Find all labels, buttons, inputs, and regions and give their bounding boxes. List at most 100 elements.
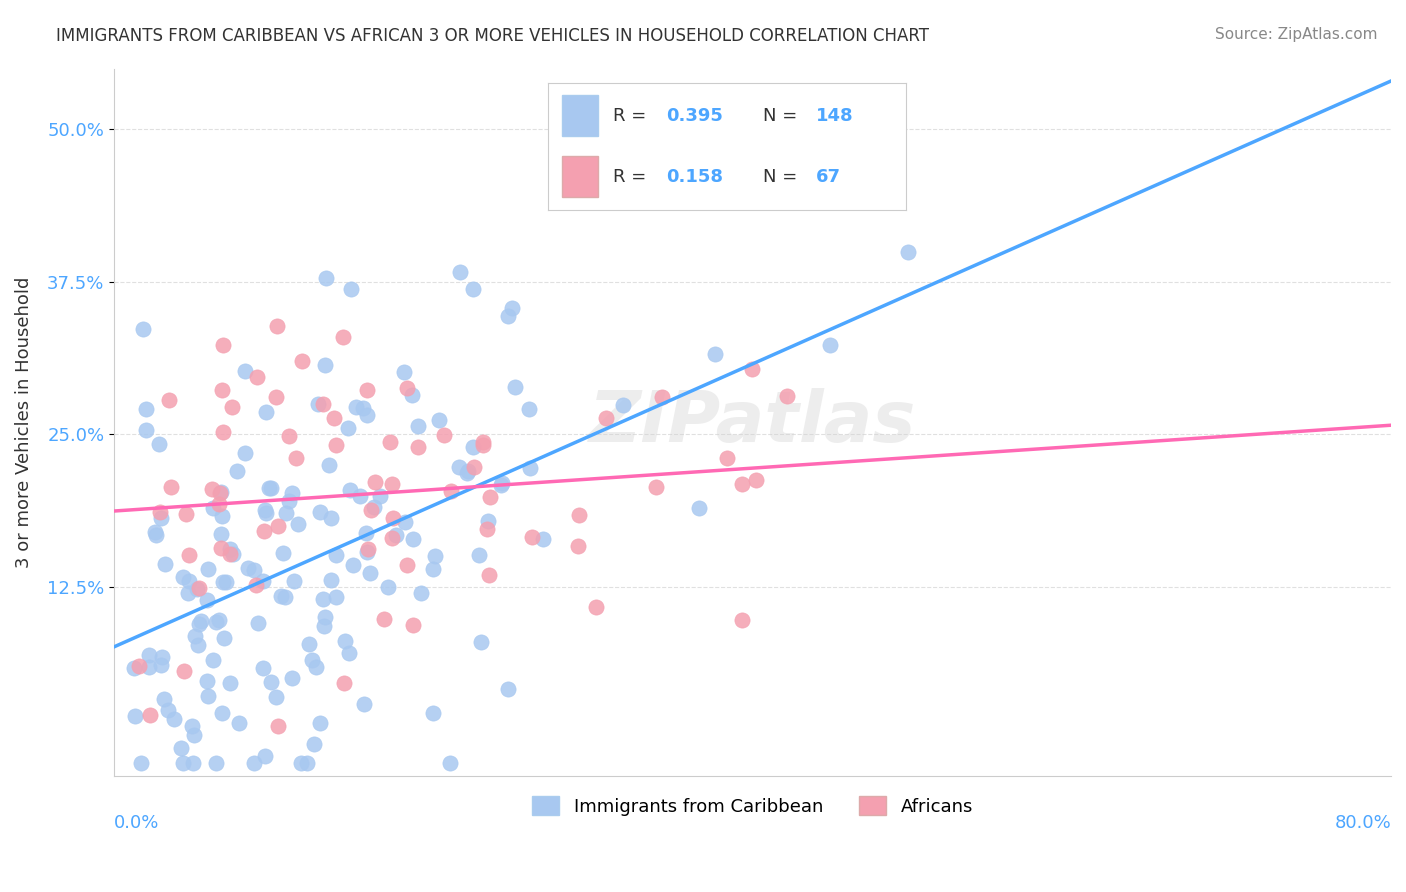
Point — [233, 446, 256, 460]
Point — [463, 459, 485, 474]
Point — [274, 591, 297, 605]
Point — [645, 480, 668, 494]
Text: Source: ZipAtlas.com: Source: ZipAtlas.com — [1215, 27, 1378, 42]
Point — [337, 421, 360, 435]
Point — [307, 397, 329, 411]
Point — [209, 541, 232, 556]
Point — [380, 435, 402, 450]
Point — [218, 676, 240, 690]
Point — [478, 490, 501, 504]
Point — [254, 405, 277, 419]
Point — [254, 503, 277, 517]
Point — [359, 566, 381, 581]
Point — [195, 593, 218, 607]
Point — [270, 589, 292, 603]
Point — [195, 674, 218, 689]
Point — [651, 390, 673, 404]
Point — [138, 659, 160, 673]
Point — [129, 756, 152, 771]
Point — [406, 419, 429, 434]
Point — [325, 548, 347, 562]
Point — [208, 496, 231, 510]
Point — [201, 482, 224, 496]
Point — [422, 706, 444, 721]
Point — [278, 429, 301, 443]
Point — [312, 619, 335, 633]
Point — [148, 437, 170, 451]
Point — [202, 500, 225, 515]
Point — [228, 715, 250, 730]
Point — [172, 570, 194, 584]
Point — [319, 511, 342, 525]
Point — [225, 464, 247, 478]
Point — [333, 676, 356, 690]
Point — [408, 440, 430, 454]
Point — [173, 664, 195, 678]
Point — [150, 649, 173, 664]
Point — [394, 366, 416, 380]
Point — [298, 637, 321, 651]
Point — [314, 610, 336, 624]
Point — [221, 401, 243, 415]
Point — [471, 438, 494, 452]
Point — [433, 428, 456, 442]
Point — [246, 369, 269, 384]
Point — [519, 461, 541, 475]
Point — [201, 653, 224, 667]
Point — [150, 511, 173, 525]
Point — [364, 475, 387, 489]
Point — [246, 616, 269, 631]
Point — [741, 362, 763, 376]
Point — [243, 756, 266, 771]
Point — [187, 638, 209, 652]
Point — [253, 524, 276, 539]
Point — [325, 591, 347, 605]
Point — [205, 756, 228, 771]
Point — [357, 541, 380, 556]
Point — [688, 500, 710, 515]
Point — [776, 389, 799, 403]
Point — [335, 634, 357, 648]
Point — [177, 574, 200, 588]
Point — [219, 542, 242, 557]
Point — [471, 434, 494, 449]
Point — [457, 464, 479, 478]
Point — [396, 381, 419, 395]
Point — [219, 547, 242, 561]
Point — [254, 506, 277, 520]
Point — [394, 515, 416, 529]
Point — [401, 618, 423, 632]
Point — [208, 614, 231, 628]
Point — [585, 599, 607, 614]
Point — [332, 330, 354, 344]
Point — [595, 410, 617, 425]
Point — [505, 380, 527, 394]
Point — [498, 682, 520, 697]
Point — [456, 466, 478, 480]
Point — [352, 401, 374, 416]
Point — [382, 511, 405, 525]
Point — [440, 484, 463, 499]
Legend: Immigrants from Caribbean, Africans: Immigrants from Caribbean, Africans — [517, 782, 987, 830]
Point — [188, 581, 211, 595]
Text: ZIPatlas: ZIPatlas — [589, 387, 917, 457]
Point — [290, 756, 312, 771]
Point — [517, 401, 540, 416]
Point — [309, 505, 332, 519]
Point — [295, 756, 318, 771]
Point — [339, 483, 361, 497]
Point — [381, 531, 404, 545]
Point — [281, 486, 304, 500]
Point — [318, 458, 340, 472]
Point — [160, 480, 183, 494]
Point — [363, 500, 385, 514]
Point — [396, 558, 419, 573]
Point — [276, 506, 298, 520]
Point — [381, 477, 404, 491]
Point — [135, 402, 157, 417]
Point — [187, 616, 209, 631]
Point — [489, 477, 512, 491]
Point — [314, 358, 336, 372]
Point — [157, 703, 180, 717]
Point — [409, 585, 432, 599]
